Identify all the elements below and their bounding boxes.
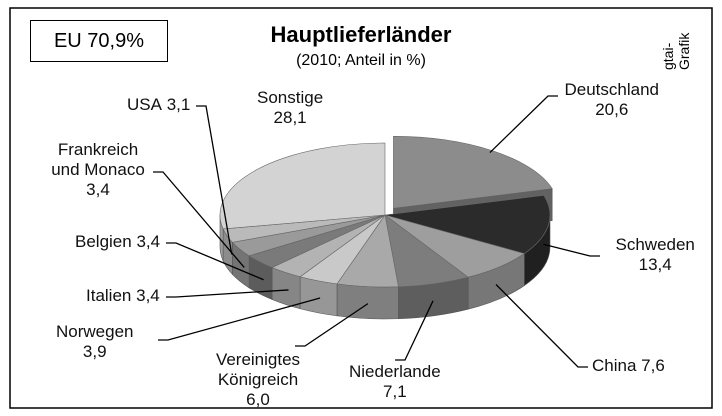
category-label: Belgien [75, 232, 132, 251]
leader-line [395, 300, 434, 361]
value-label: 13,4 [638, 255, 672, 274]
value-label: 3,1 [166, 95, 191, 114]
slice-label: Schweden 13,4 [616, 235, 695, 275]
category-label: Frankreich und Monaco [51, 140, 145, 179]
slice-side [336, 283, 399, 320]
category-label: Deutschland [564, 80, 660, 99]
value-label: 3,9 [82, 342, 107, 361]
slice-label: Niederlande 7,1 [349, 362, 441, 402]
slice [393, 135, 553, 209]
value-label: 20,6 [595, 100, 629, 119]
frame [9, 7, 713, 409]
leader-line [158, 297, 321, 341]
slice [219, 142, 386, 230]
leader-line [153, 171, 245, 268]
slice-label: Vereinigtes Königreich 6,0 [183, 350, 333, 410]
leader-line [196, 105, 233, 255]
source: gtai-Grafik [660, 32, 692, 70]
category-label: Italien [86, 286, 132, 305]
annotation: EU 70,9% [30, 20, 168, 62]
slice-label: Frankreich und Monaco 3,4 [43, 140, 153, 200]
value-label: 7,6 [641, 356, 665, 375]
slice-label: China 7,6 [592, 356, 665, 376]
slice [384, 195, 551, 254]
category-label: China [592, 356, 637, 375]
leader-line [489, 95, 558, 154]
value-label: 3,4 [86, 180, 110, 199]
category-label: Sonstige [257, 88, 324, 107]
slice-label: Norwegen 3,9 [56, 322, 134, 362]
slice-label: USA 3,1 [127, 95, 190, 115]
category-label: Schweden [615, 235, 695, 254]
value-label: 28,1 [273, 108, 307, 127]
category-label: Niederlande [349, 362, 441, 381]
category-label: USA [127, 95, 162, 114]
value-label: 6,0 [246, 390, 270, 409]
value-label: 3,4 [136, 232, 161, 251]
leader-line [495, 284, 588, 368]
chart-subtitle: (2010; Anteil in %) [296, 52, 426, 69]
leader-line [295, 303, 369, 347]
value-label: 3,4 [136, 286, 160, 305]
chart-title: Hauptlieferländer [270, 22, 452, 47]
slice-label: Sonstige 28,1 [257, 88, 323, 128]
leader-line [166, 242, 264, 281]
slice-label: Italien 3,4 [86, 286, 160, 306]
slice-label: Belgien 3,4 [75, 232, 160, 252]
leader-line [166, 289, 289, 298]
category-label: Norwegen [56, 322, 134, 341]
slice-label: Deutschland 20,6 [565, 80, 660, 120]
leader-line [543, 243, 600, 257]
value-label: 7,1 [383, 382, 407, 401]
category-label: Vereinigtes Königreich [215, 350, 301, 389]
